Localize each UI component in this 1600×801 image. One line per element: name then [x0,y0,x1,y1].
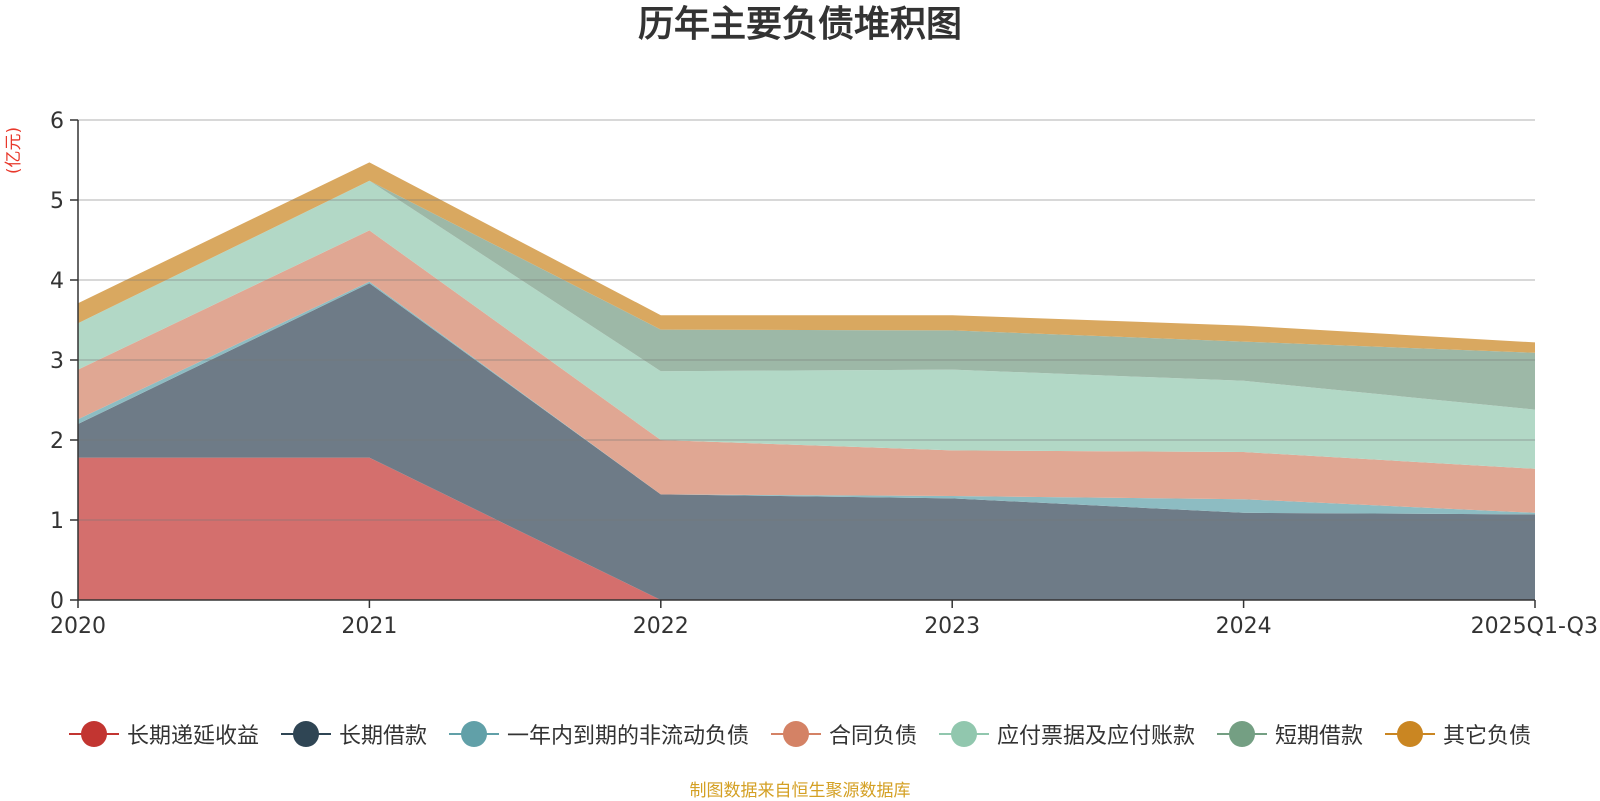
chart-legend: 长期递延收益 长期借款 一年内到期的非流动负债 合同负债 应付票据及应付账款 短期借款 其它… [0,716,1600,752]
legend-marker-icon [939,721,989,747]
area-series-3 [78,230,1535,513]
x-tick-label-0: 2020 [50,614,106,639]
legend-marker-dot [951,721,977,747]
legend-label: 短期借款 [1275,724,1364,749]
legend-label: 应付票据及应付账款 [997,724,1196,749]
legend-item-4[interactable]: 应付票据及应付账款 [939,718,1195,750]
chart-title: 历年主要负债堆积图 [637,4,962,45]
x-tick-label-1: 2021 [341,614,397,639]
legend-label: 合同负债 [828,724,917,749]
legend-item-2[interactable]: 一年内到期的非流动负债 [448,718,749,750]
legend-item-3[interactable]: 合同负债 [770,718,917,750]
area-series-0 [78,457,1535,600]
legend-label: 长期递延收益 [126,724,259,749]
y-tick-label-2: 2 [50,429,64,454]
legend-label: 长期借款 [338,724,427,749]
x-tick-label-3: 2023 [924,614,980,639]
legend-marker-icon [1385,721,1436,747]
area-series-4 [78,180,1535,469]
legend-marker-dot [1397,721,1424,747]
area-series-5 [78,180,1535,410]
y-tick-label-3: 3 [50,349,64,374]
y-tick-label-5: 5 [50,189,64,214]
y-tick-label-0: 0 [50,589,64,614]
legend-item-5[interactable]: 短期借款 [1217,718,1363,750]
legend-marker-icon [770,721,821,747]
legend-label: 一年内到期的非流动负债 [506,724,749,749]
legend-label: 其它负债 [1443,724,1532,749]
area-series-1 [78,283,1535,600]
legend-marker-dot [1229,721,1256,747]
x-tick-label-2: 2022 [633,614,689,639]
legend-item-0[interactable]: 长期递延收益 [68,718,259,750]
legend-marker-icon [280,721,331,747]
x-tick-label-5: 2025Q1-Q3 [1471,614,1598,639]
legend-item-6[interactable]: 其它负债 [1385,718,1531,750]
legend-marker-dot [782,721,809,747]
y-tick-label-1: 1 [50,509,64,534]
legend-marker-icon [1217,721,1268,747]
y-tick-label-6: 6 [50,109,64,134]
y-tick-label-4: 4 [50,269,64,294]
legend-marker-icon [68,721,119,747]
data-source-note: 制图数据来自恒生聚源数据库 [689,781,911,801]
x-tick-label-4: 2024 [1216,614,1272,639]
legend-marker-dot [292,721,319,747]
legend-marker-icon [448,721,499,747]
area-series-6 [78,162,1535,353]
legend-marker-dot [80,721,107,747]
legend-item-1[interactable]: 长期借款 [280,718,427,750]
legend-marker-dot [460,721,487,747]
